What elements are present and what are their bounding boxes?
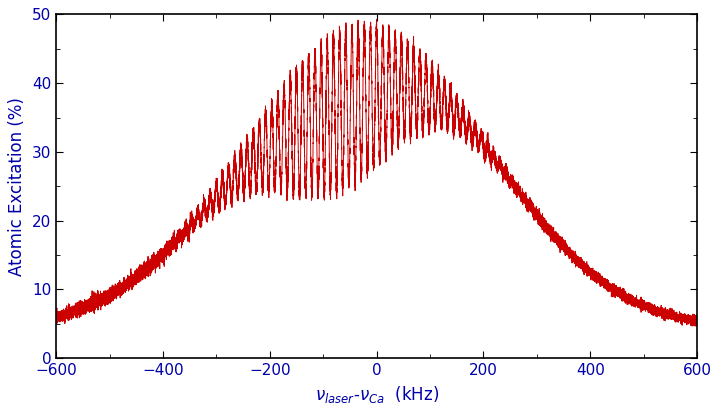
Y-axis label: Atomic Excitation (%): Atomic Excitation (%) [9,97,27,276]
X-axis label: $\nu_{laser}$-$\nu_{Ca}$  (kHz): $\nu_{laser}$-$\nu_{Ca}$ (kHz) [315,384,438,405]
